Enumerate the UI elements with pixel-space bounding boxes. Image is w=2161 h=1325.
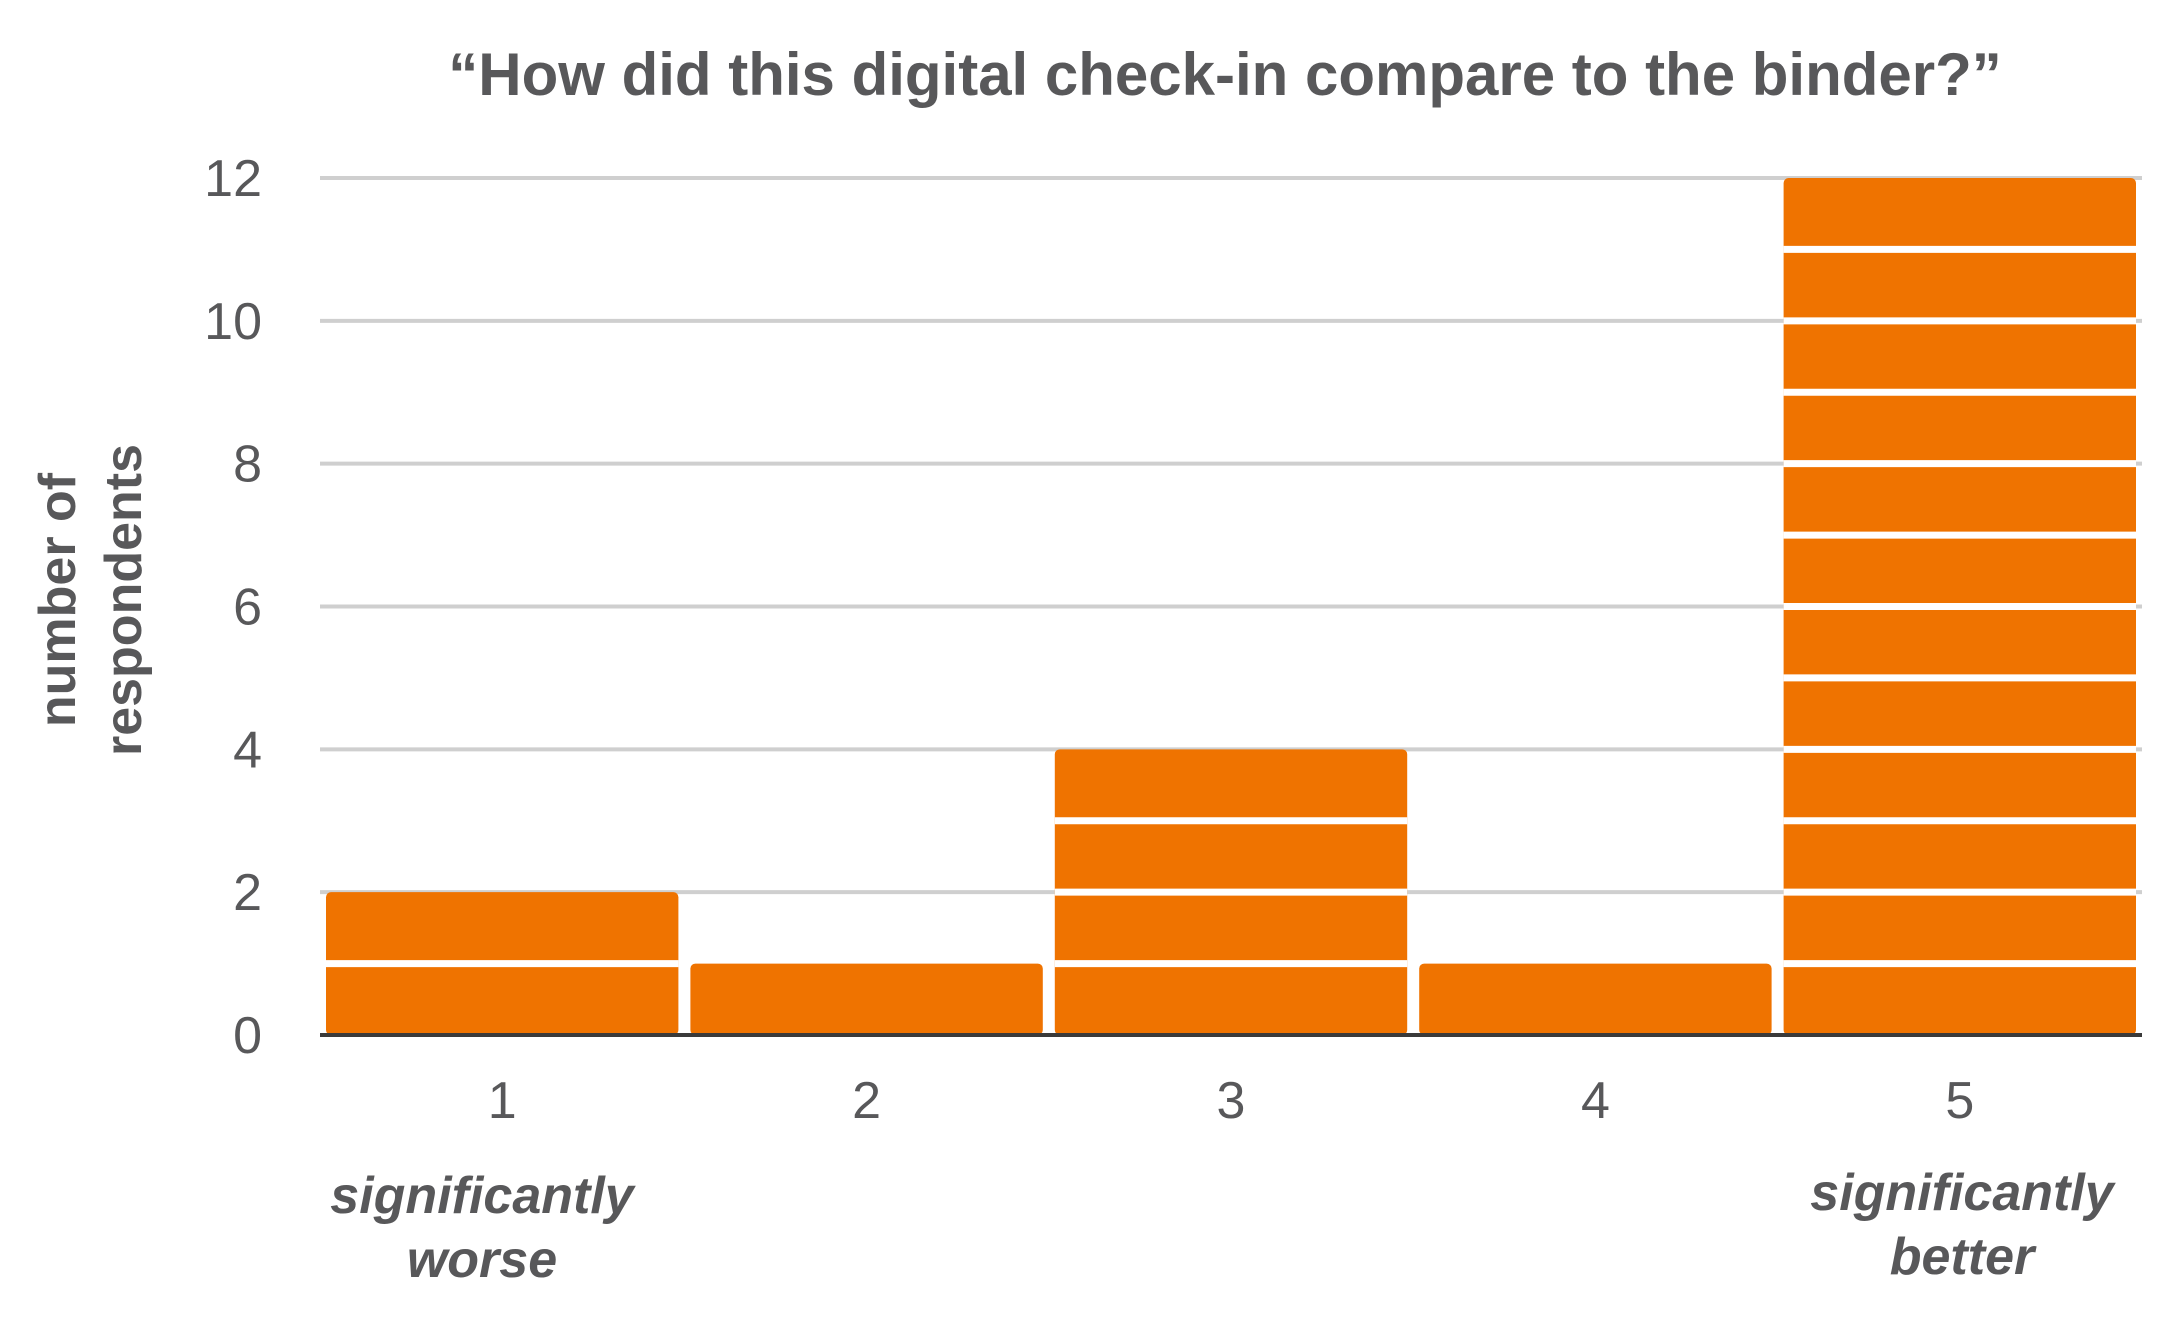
y-axis-label-line-2: respondents [95, 444, 153, 756]
x-tick-label: 2 [852, 1072, 881, 1130]
annotation-better: significantly better [1810, 1164, 2116, 1286]
y-axis-label: number of respondents [29, 444, 153, 756]
y-tick-label: 4 [233, 721, 262, 779]
x-axis-ticks: 1 2 3 4 5 [488, 1072, 1975, 1130]
bars [326, 178, 2136, 1035]
chart-title: “How did this digital check-in compare t… [448, 41, 2001, 108]
y-tick-label: 6 [233, 579, 262, 637]
bar [690, 963, 1043, 1035]
annotation-worse: significantly worse [330, 1167, 636, 1289]
annotation-worse-line-1: significantly [330, 1167, 636, 1225]
y-tick-label: 8 [233, 436, 262, 494]
y-tick-label: 10 [204, 293, 262, 351]
annotation-better-line-1: significantly [1810, 1164, 2116, 1222]
y-tick-label: 2 [233, 864, 262, 922]
annotation-worse-line-2: worse [407, 1231, 557, 1289]
annotation-better-line-2: better [1890, 1228, 2037, 1286]
x-tick-label: 1 [488, 1072, 517, 1130]
x-tick-label: 4 [1581, 1072, 1610, 1130]
y-tick-label: 12 [204, 150, 262, 208]
y-axis-label-line-1: number of [29, 472, 87, 727]
x-tick-label: 3 [1217, 1072, 1246, 1130]
x-tick-label: 5 [1945, 1072, 1974, 1130]
y-tick-label: 0 [233, 1007, 262, 1065]
y-axis-ticks: 0 2 4 6 8 10 12 [204, 150, 262, 1065]
bar [1419, 963, 1772, 1035]
